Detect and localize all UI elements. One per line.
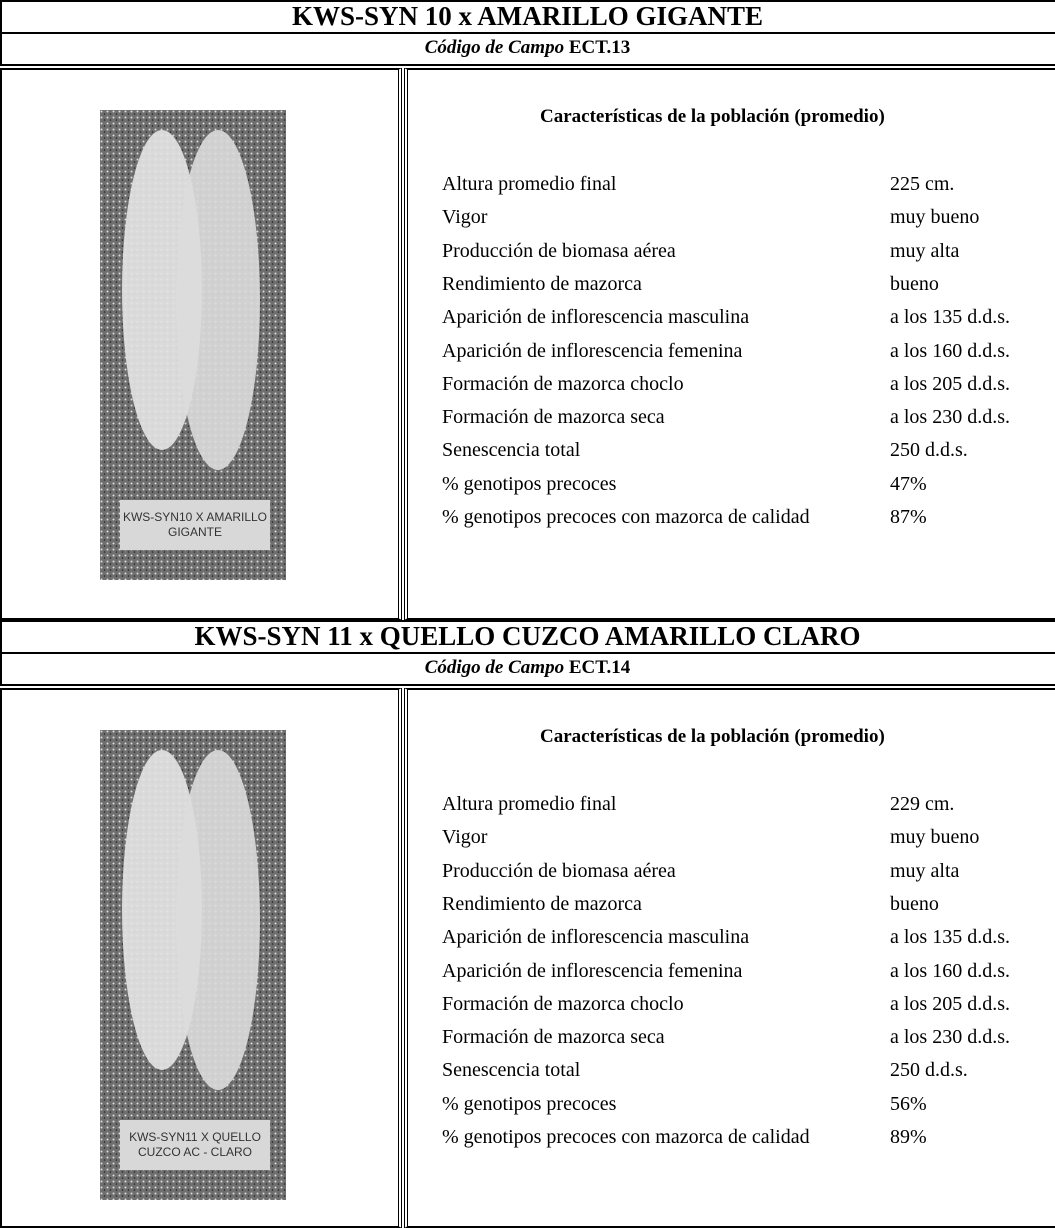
row-value: 229 cm. bbox=[890, 793, 955, 815]
row-value: muy bueno bbox=[890, 206, 980, 229]
row-value: 87% bbox=[890, 506, 927, 528]
row-value: 250 d.d.s. bbox=[890, 439, 968, 462]
row-value: 89% bbox=[890, 1126, 927, 1148]
row-value: muy alta bbox=[890, 859, 960, 882]
photo-cell bbox=[0, 68, 402, 620]
table-title: Características de la población (promedi… bbox=[540, 106, 885, 127]
row-value: a los 205 d.d.s. bbox=[890, 372, 1010, 395]
field-code: Código de Campo ECT.13 bbox=[0, 37, 1055, 59]
row-value: a los 160 d.d.s. bbox=[890, 339, 1010, 362]
row-label: % genotipos precoces con mazorca de cali… bbox=[442, 1126, 810, 1148]
photo-label: CUZCO AC - CLARO bbox=[137, 1145, 252, 1159]
row-value: a los 230 d.d.s. bbox=[890, 1026, 1010, 1049]
row-value: a los 205 d.d.s. bbox=[890, 992, 1010, 1015]
row-value: a los 230 d.d.s. bbox=[890, 406, 1010, 429]
row-label: Producción de biomasa aérea bbox=[442, 859, 676, 882]
row-label: % genotipos precoces con mazorca de cali… bbox=[442, 506, 810, 528]
section-title: KWS-SYN 10 x AMARILLO GIGANTE bbox=[291, 1, 764, 31]
data-cell bbox=[404, 68, 1055, 620]
row-label: Aparición de inflorescencia masculina bbox=[442, 306, 750, 329]
row-label: % genotipos precoces bbox=[442, 472, 617, 495]
row-value: a los 160 d.d.s. bbox=[890, 959, 1010, 982]
table-title: Características de la población (promedi… bbox=[540, 726, 885, 747]
photo-label: GIGANTE bbox=[167, 525, 222, 539]
row-label: Altura promedio final bbox=[442, 793, 617, 815]
row-label: Aparición de inflorescencia masculina bbox=[442, 926, 750, 949]
row-value: 56% bbox=[890, 1092, 927, 1115]
row-value: 47% bbox=[890, 472, 927, 495]
row-label: Aparición de inflorescencia femenina bbox=[442, 959, 743, 982]
row-value: 250 d.d.s. bbox=[890, 1059, 968, 1082]
field-code: Código de Campo ECT.14 bbox=[0, 657, 1055, 679]
row-label: Altura promedio final bbox=[442, 173, 617, 195]
row-label: Formación de mazorca seca bbox=[442, 406, 665, 429]
photo-label: KWS-SYN10 X AMARILLO bbox=[122, 510, 268, 524]
row-value: a los 135 d.d.s. bbox=[890, 926, 1010, 949]
code-value: ECT.14 bbox=[568, 657, 631, 678]
row-label: Formación de mazorca seca bbox=[442, 1026, 665, 1049]
row-value: muy alta bbox=[890, 239, 960, 262]
photo-label: KWS-SYN11 X QUELLO bbox=[129, 1130, 261, 1144]
row-label: Aparición de inflorescencia femenina bbox=[442, 339, 743, 362]
code-label: Código de Campo bbox=[424, 657, 565, 678]
row-value: bueno bbox=[890, 892, 939, 915]
row-value: muy bueno bbox=[890, 826, 980, 849]
row-value: bueno bbox=[890, 272, 939, 295]
photo bbox=[100, 730, 286, 1200]
row-label: Vigor bbox=[442, 206, 488, 229]
code-label: Código de Campo bbox=[424, 37, 565, 58]
code-box bbox=[0, 32, 1055, 66]
section-title: KWS-SYN 11 x QUELLO CUZCO AMARILLO CLARO bbox=[194, 621, 861, 651]
photo bbox=[100, 110, 286, 580]
row-label: Senescencia total bbox=[442, 1059, 581, 1082]
row-label: Producción de biomasa aérea bbox=[442, 239, 676, 262]
code-value: ECT.13 bbox=[568, 37, 631, 58]
row-label: Formación de mazorca choclo bbox=[442, 372, 684, 395]
row-value: a los 135 d.d.s. bbox=[890, 306, 1010, 329]
row-value: 225 cm. bbox=[890, 173, 955, 195]
code-box bbox=[0, 652, 1055, 686]
row-label: Rendimiento de mazorca bbox=[442, 892, 642, 915]
row-label: Senescencia total bbox=[442, 439, 581, 462]
row-label: Vigor bbox=[442, 826, 488, 849]
row-label: Formación de mazorca choclo bbox=[442, 992, 684, 1015]
row-label: % genotipos precoces bbox=[442, 1092, 617, 1115]
row-label: Rendimiento de mazorca bbox=[442, 272, 642, 295]
